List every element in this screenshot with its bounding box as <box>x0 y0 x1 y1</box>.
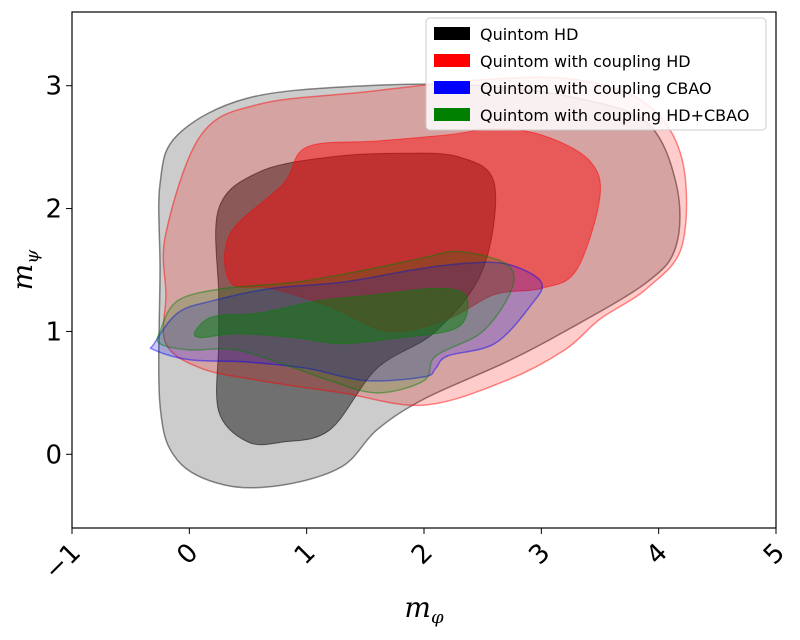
contour-95-quintom-with-coupling-hd-cbao <box>156 250 515 394</box>
legend-swatch-coupling-cbao <box>434 81 470 94</box>
y-tick-label: 2 <box>45 195 62 225</box>
x-tick-label: 1 <box>289 538 322 571</box>
x-axis: −1 0 1 2 3 4 5 <box>39 528 791 586</box>
legend-label-coupling-cbao: Quintom with coupling CBAO <box>480 79 712 98</box>
series-quintom-with-coupling-hd-cbao <box>156 250 515 394</box>
x-axis-label: mφ <box>404 591 444 628</box>
x-axis-label-sub: φ <box>431 607 444 628</box>
contour-95-quintom-with-coupling-hd <box>162 76 688 407</box>
x-tick-label: 0 <box>171 538 204 571</box>
x-tick-label: 3 <box>523 538 556 571</box>
x-tick-label: −1 <box>39 538 87 586</box>
x-axis-label-main: m <box>404 591 431 624</box>
legend-swatch-quintom-hd <box>434 27 470 40</box>
series-quintom-with-coupling-cbao <box>149 261 543 382</box>
y-axis-label-sub: ψ <box>22 249 43 264</box>
x-tick-label: 5 <box>758 538 791 571</box>
x-tick-label: 2 <box>406 538 439 571</box>
series-quintom-hd <box>157 83 681 489</box>
legend: Quintom HD Quintom with coupling HD Quin… <box>425 17 767 131</box>
legend-label-quintom-hd: Quintom HD <box>480 25 578 44</box>
y-axis-label-main: m <box>6 264 39 291</box>
contour-68-quintom-with-coupling-hd-cbao <box>193 287 469 345</box>
y-axis: 0 1 2 3 <box>45 72 72 470</box>
x-tick-label: 4 <box>641 538 674 571</box>
legend-label-coupling-hd: Quintom with coupling HD <box>480 52 691 71</box>
y-tick-label: 3 <box>45 72 62 102</box>
y-tick-label: 1 <box>45 317 62 347</box>
contour-layer <box>149 76 688 489</box>
legend-label-coupling-hd-cbao: Quintom with coupling HD+CBAO <box>480 106 749 125</box>
series-quintom-with-coupling-hd <box>162 76 688 407</box>
legend-swatch-coupling-hd <box>434 54 470 67</box>
legend-box <box>425 17 767 131</box>
contour-68-quintom-hd <box>215 152 497 446</box>
contour-68-quintom-with-coupling-hd <box>224 128 601 333</box>
y-tick-label: 0 <box>45 440 62 470</box>
y-axis-label: mψ <box>6 249 43 291</box>
legend-swatch-coupling-hd-cbao <box>434 108 470 121</box>
contour-95-quintom-with-coupling-cbao <box>149 261 543 382</box>
